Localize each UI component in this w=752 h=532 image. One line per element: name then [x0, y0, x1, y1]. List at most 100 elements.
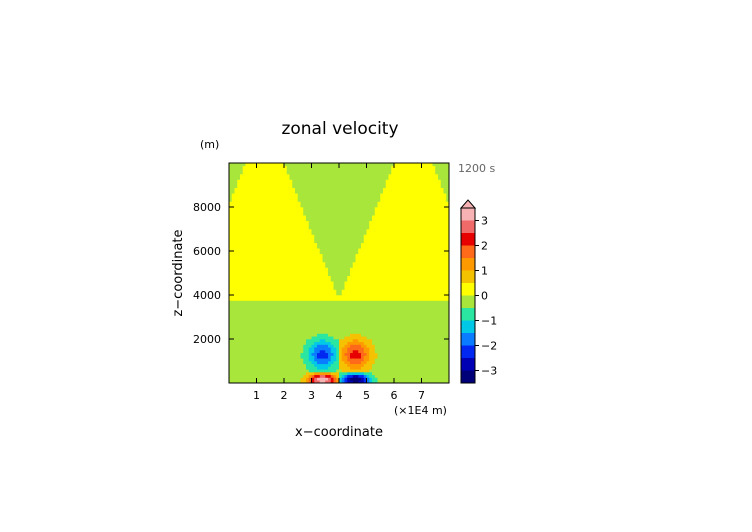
field-cell: [311, 317, 315, 321]
field-cell: [377, 295, 381, 299]
field-cell: [396, 234, 400, 238]
field-cell: [385, 352, 389, 356]
field-cell: [267, 174, 271, 178]
field-cell: [361, 308, 365, 312]
field-cell: [347, 303, 351, 307]
field-cell: [311, 226, 315, 230]
field-cell: [350, 223, 354, 227]
field-cell: [256, 308, 260, 312]
field-cell: [278, 270, 282, 274]
field-cell: [242, 358, 246, 362]
field-cell: [303, 270, 307, 274]
field-cell: [394, 339, 398, 343]
field-cell: [374, 273, 378, 277]
field-cell: [355, 308, 359, 312]
field-cell: [322, 319, 326, 323]
field-cell: [358, 264, 362, 268]
field-cell: [308, 259, 312, 263]
field-cell: [292, 220, 296, 224]
field-cell: [394, 350, 398, 354]
field-cell: [229, 333, 233, 337]
field-cell: [319, 240, 323, 244]
field-cell: [308, 289, 312, 293]
field-cell: [317, 300, 321, 304]
field-cell: [251, 333, 255, 337]
field-cell: [347, 369, 351, 373]
field-cell: [262, 251, 266, 255]
field-cell: [363, 352, 367, 356]
field-cell: [363, 212, 367, 216]
field-cell: [242, 267, 246, 271]
field-cell: [240, 220, 244, 224]
field-cell: [240, 330, 244, 334]
field-cell: [259, 352, 263, 356]
field-cell: [311, 234, 315, 238]
field-cell: [262, 286, 266, 290]
field-cell: [341, 190, 345, 194]
field-cell: [344, 259, 348, 263]
field-cell: [259, 248, 263, 252]
field-cell: [256, 311, 260, 315]
field-cell: [248, 369, 252, 373]
field-cell: [369, 204, 373, 208]
field-cell: [253, 179, 257, 183]
field-cell: [289, 339, 293, 343]
field-cell: [336, 308, 340, 312]
field-cell: [267, 322, 271, 326]
field-cell: [352, 264, 356, 268]
field-cell: [369, 300, 373, 304]
field-cell: [328, 308, 332, 312]
field-cell: [330, 253, 334, 257]
field-cell: [311, 207, 315, 211]
field-cell: [234, 196, 238, 200]
field-cell: [300, 176, 304, 180]
field-cell: [383, 319, 387, 323]
field-cell: [328, 174, 332, 178]
field-cell: [339, 380, 343, 384]
field-cell: [322, 361, 326, 365]
field-cell: [237, 196, 241, 200]
field-cell: [234, 182, 238, 186]
field-cell: [358, 242, 362, 246]
field-cell: [344, 333, 348, 337]
field-cell: [388, 267, 392, 271]
field-cell: [245, 328, 249, 332]
field-cell: [347, 165, 351, 169]
field-cell: [322, 330, 326, 334]
field-cell: [366, 292, 370, 296]
field-cell: [311, 187, 315, 191]
field-cell: [339, 218, 343, 222]
field-cell: [237, 377, 241, 381]
field-cell: [289, 201, 293, 205]
field-cell: [264, 196, 268, 200]
field-cell: [273, 328, 277, 332]
field-cell: [248, 174, 252, 178]
field-cell: [275, 207, 279, 211]
field-cell: [363, 319, 367, 323]
field-cell: [237, 369, 241, 373]
field-cell: [308, 163, 312, 167]
field-cell: [396, 187, 400, 191]
field-cell: [270, 270, 274, 274]
field-cell: [289, 253, 293, 257]
field-cell: [292, 245, 296, 249]
field-cell: [262, 278, 266, 282]
field-cell: [251, 204, 255, 208]
field-cell: [388, 358, 392, 362]
field-cell: [245, 174, 249, 178]
field-cell: [311, 264, 315, 268]
field-cell: [369, 242, 373, 246]
field-cell: [317, 273, 321, 277]
field-cell: [278, 355, 282, 359]
field-cell: [245, 311, 249, 315]
field-cell: [281, 264, 285, 268]
field-cell: [284, 289, 288, 293]
field-cell: [347, 319, 351, 323]
field-cell: [339, 297, 343, 301]
field-cell: [234, 234, 238, 238]
field-cell: [347, 275, 351, 279]
field-cell: [366, 270, 370, 274]
field-cell: [275, 212, 279, 216]
field-cell: [344, 229, 348, 233]
field-cell: [388, 374, 392, 378]
